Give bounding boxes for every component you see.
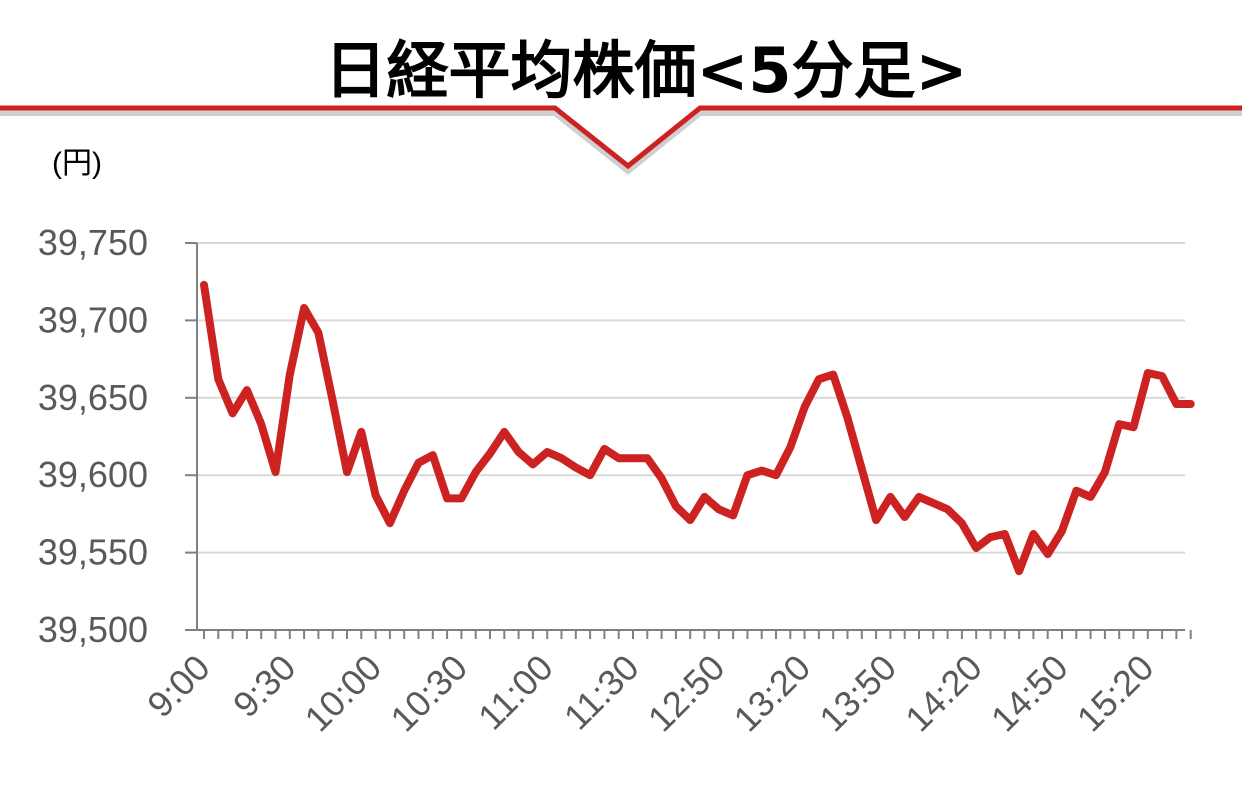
- x-tick-label: 11:30: [556, 647, 647, 738]
- x-tick-label: 11:00: [470, 647, 561, 738]
- y-axis-unit-label: (円): [52, 147, 102, 180]
- x-tick-label: 14:50: [983, 647, 1076, 740]
- chart-title: 日経平均株価<5分足>: [324, 34, 967, 107]
- axes: [185, 242, 1192, 639]
- x-tick-label: 10:30: [382, 647, 475, 740]
- y-tick-labels: 39,500 39,550 39,600 39,650 39,700 39,750: [38, 222, 148, 650]
- banner-line-shadow: [0, 110, 1242, 175]
- x-tick-label: 13:50: [811, 647, 904, 740]
- banner-line: [0, 105, 1242, 170]
- title-banner: 日経平均株価<5分足>: [0, 34, 1242, 175]
- x-tick-label: 9:30: [225, 647, 304, 726]
- x-tick-labels: 9:00 9:3010:0010:3011:0011:3012:5013:2013…: [139, 647, 1161, 740]
- y-tick-label: 39,600: [38, 454, 148, 495]
- y-tick-label: 39,550: [38, 532, 148, 573]
- y-tick-label: 39,700: [38, 299, 148, 340]
- x-tick-label: 12:50: [640, 647, 733, 740]
- gridlines: [197, 242, 1185, 554]
- x-tick-label: 9:00: [139, 647, 218, 726]
- x-tick-label: 10:00: [297, 647, 390, 740]
- x-tick-label: 15:20: [1069, 647, 1162, 740]
- x-tick-label: 13:20: [726, 647, 819, 740]
- y-tick-label: 39,500: [38, 609, 148, 650]
- x-tick-label: 14:20: [897, 647, 990, 740]
- y-tick-label: 39,750: [38, 222, 148, 263]
- series-group: [200, 280, 1195, 576]
- series-line: [200, 280, 1195, 576]
- y-tick-label: 39,650: [38, 377, 148, 418]
